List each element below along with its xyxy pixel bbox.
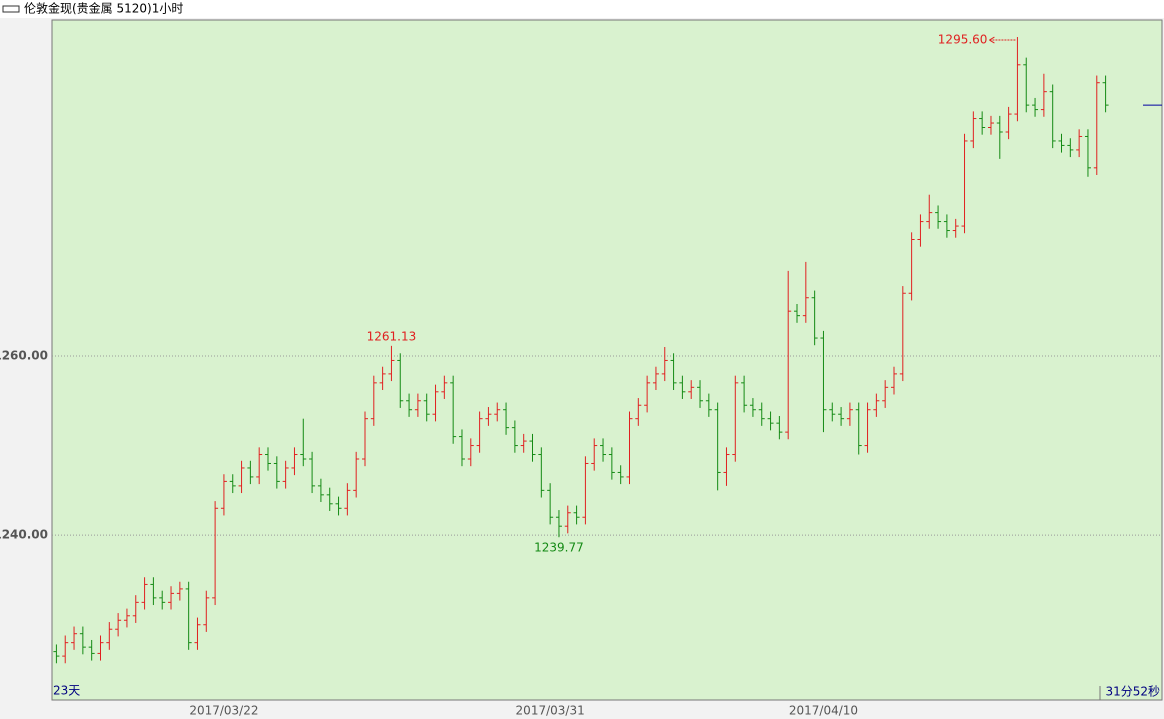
annotation: 1239.77	[534, 541, 584, 555]
x-tick-label: 2017/03/31	[516, 704, 585, 718]
annotation: 1261.13	[367, 329, 417, 343]
title-icon	[2, 5, 20, 13]
corner-right: 31分52秒	[1105, 685, 1160, 699]
y-tick-label: 1240.00	[0, 528, 48, 542]
annotation-arrowhead	[989, 36, 995, 44]
corner-left: 23天	[53, 684, 80, 698]
annotation: 1295.60	[938, 33, 988, 47]
y-tick-label: 1260.00	[0, 348, 48, 362]
title-bar	[0, 0, 1164, 18]
plot-area	[51, 19, 1163, 701]
chart-title: 伦敦金现(贵金属 5120)1小时	[24, 1, 183, 16]
x-tick-label: 2017/04/10	[789, 704, 858, 718]
x-tick-label: 2017/03/22	[189, 704, 258, 718]
